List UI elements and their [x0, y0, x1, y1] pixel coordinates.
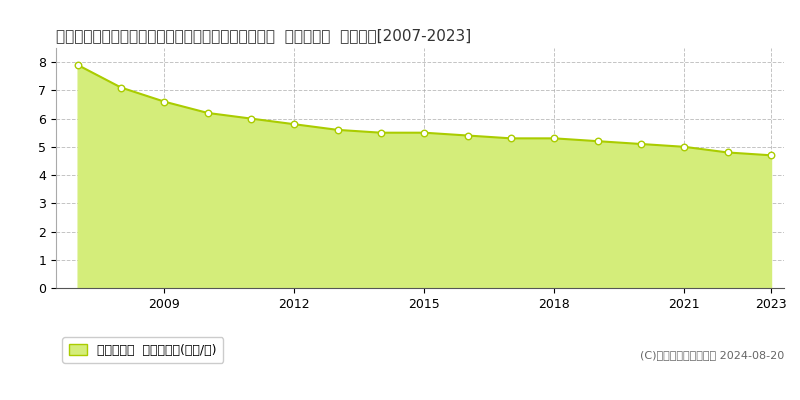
Legend: 基準地価格  平均坪単価(万円/坪): 基準地価格 平均坪単価(万円/坪)	[62, 338, 223, 363]
Text: (C)土地価格ドットコム 2024-08-20: (C)土地価格ドットコム 2024-08-20	[640, 350, 784, 360]
Point	[331, 127, 344, 133]
Point	[245, 115, 258, 122]
Text: 熊本県球磨郡多良木町大字多良木字下新地５５５番２  基準地価格  地価推移[2007-2023]: 熊本県球磨郡多良木町大字多良木字下新地５５５番２ 基準地価格 地価推移[2007…	[56, 28, 471, 43]
Point	[678, 144, 690, 150]
Point	[505, 135, 518, 142]
Point	[114, 84, 127, 91]
Point	[418, 130, 430, 136]
Point	[71, 62, 84, 68]
Point	[158, 98, 170, 105]
Point	[722, 149, 734, 156]
Point	[202, 110, 214, 116]
Point	[634, 141, 647, 147]
Point	[591, 138, 604, 144]
Point	[462, 132, 474, 139]
Point	[288, 121, 301, 128]
Point	[765, 152, 778, 158]
Point	[374, 130, 387, 136]
Point	[548, 135, 561, 142]
